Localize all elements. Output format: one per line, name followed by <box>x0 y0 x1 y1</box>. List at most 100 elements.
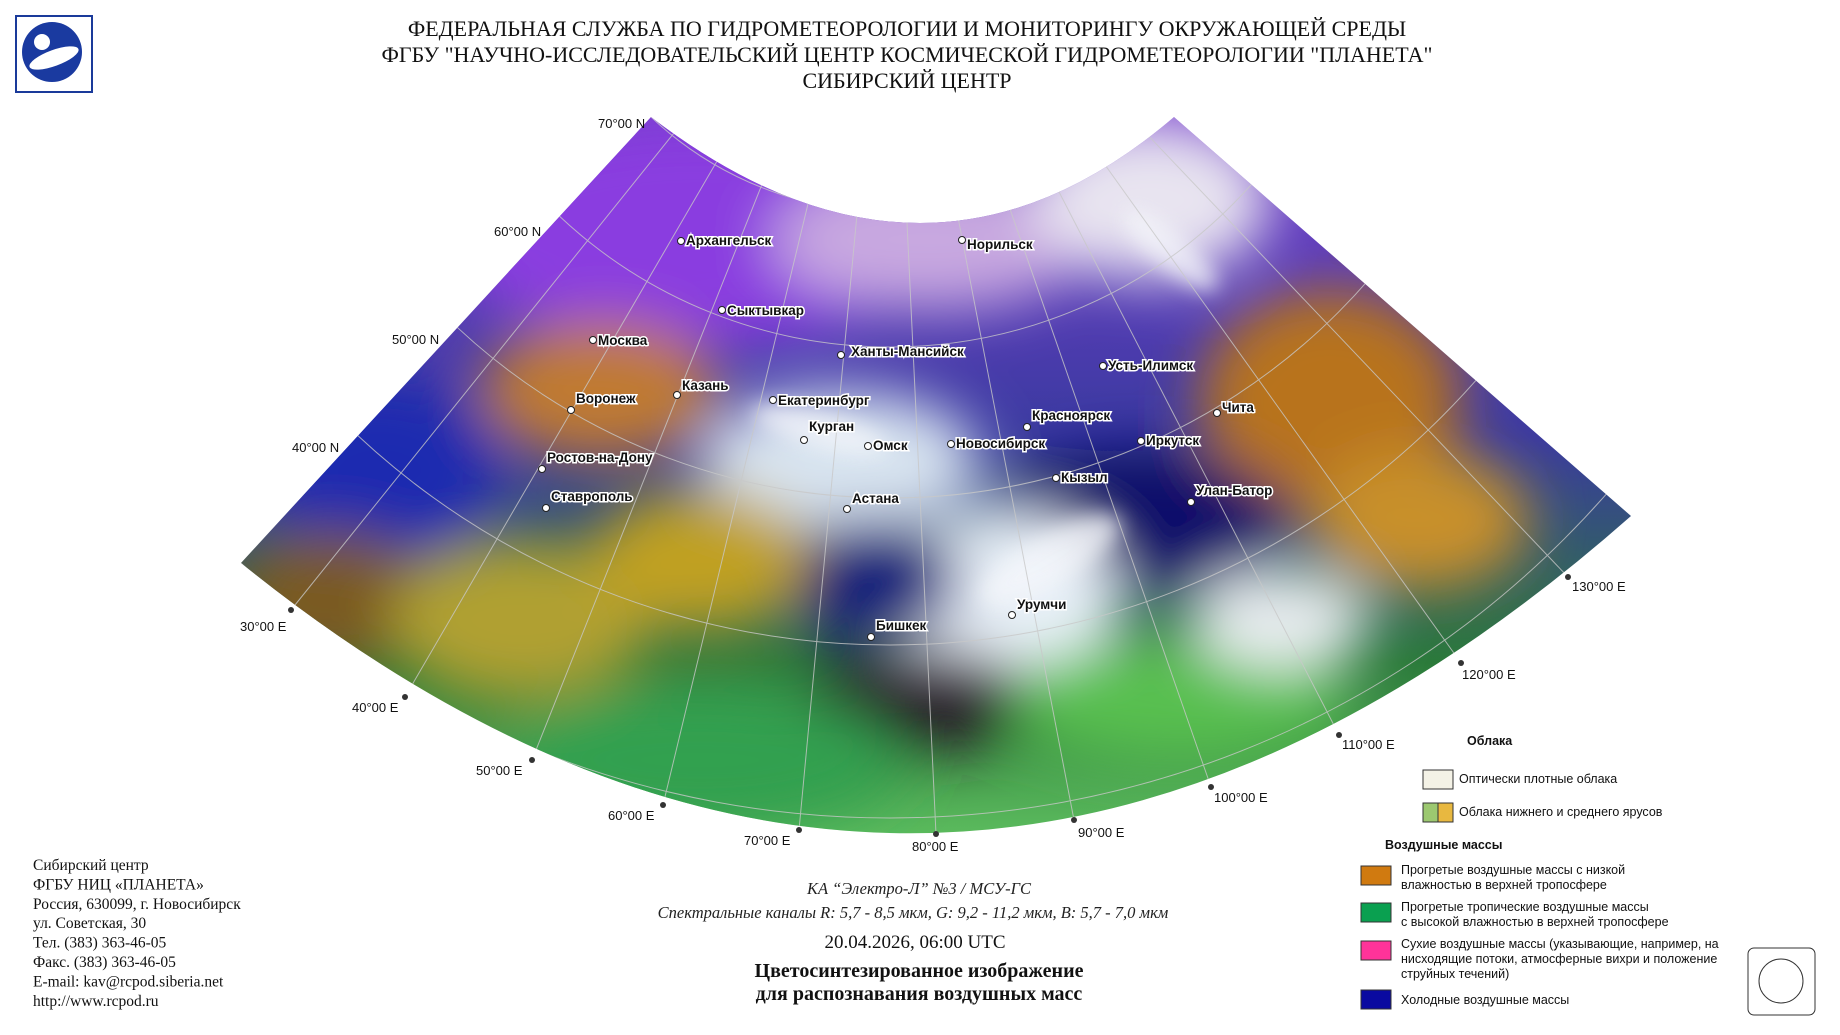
longitude-line <box>889 117 1075 821</box>
longitude-line <box>889 117 1569 578</box>
tick-dot <box>933 831 939 837</box>
satellite: КА “Электро-Л” №3 / МСУ-ГС <box>806 879 1032 898</box>
legend-label: струйных течений) <box>1401 967 1509 981</box>
legend-label: влажностью в верхней тропосфере <box>1401 878 1607 892</box>
footer: Сибирский центр ФГБУ НИЦ «ПЛАНЕТА» Россия,… <box>33 857 1169 1010</box>
tick-dot <box>529 757 535 763</box>
header-line: ФЕДЕРАЛЬНАЯ СЛУЖБА ПО ГИДРОМЕТЕОРОЛОГИИ … <box>408 16 1406 41</box>
city-label: Ставрополь <box>551 489 633 504</box>
city-label: Казань <box>682 378 729 393</box>
city-dot <box>1052 474 1060 482</box>
city-label: Омск <box>873 438 908 453</box>
datetime: 20.04.2026, 06:00 UTC <box>824 932 1005 953</box>
city-dot <box>542 504 550 512</box>
city-label: Курган <box>809 419 854 434</box>
longitude-line <box>889 117 1212 788</box>
legend-label: Холодные воздушные массы <box>1401 993 1569 1007</box>
address-line: Сибирский центр <box>33 857 149 874</box>
longitude-label: 110°00 E <box>1342 737 1395 752</box>
latitude-line <box>241 117 1631 646</box>
address-line: ул. Советская, 30 <box>33 915 146 932</box>
longitude-label: 40°00 E <box>352 700 399 715</box>
latitude-label: 40°00 N <box>292 440 339 455</box>
city-dot <box>538 465 546 473</box>
tick-dot <box>1458 660 1464 666</box>
city-label: Ханты-Мансийск <box>851 344 964 359</box>
city-dot <box>589 336 597 344</box>
city-dot <box>673 391 681 399</box>
tick-dot <box>796 827 802 833</box>
longitude-line <box>662 117 891 806</box>
city-dot <box>864 442 872 450</box>
address-line: http://www.rcpod.ru <box>33 993 159 1010</box>
longitude-line <box>531 117 891 761</box>
city-label: Екатеринбург <box>778 393 870 408</box>
tick-dot <box>660 802 666 808</box>
city-label: Архангельск <box>686 233 772 248</box>
latitude-line <box>255 117 1525 499</box>
tick-dot <box>1336 732 1342 738</box>
city-dot <box>800 436 808 444</box>
longitude-line <box>290 117 891 611</box>
city-label: Бишкек <box>876 618 927 633</box>
legend-heading: Воздушные массы <box>1385 838 1502 852</box>
legend-label: Облака нижнего и среднего ярусов <box>1459 805 1663 819</box>
city-dot <box>947 440 955 448</box>
tick-dot <box>1071 817 1077 823</box>
city-label: Норильск <box>967 237 1033 252</box>
city-dot <box>837 351 845 359</box>
city-label: Ростов-на-Дону <box>547 450 653 465</box>
city-label: Урумчи <box>1017 597 1066 612</box>
city-dot <box>1213 409 1221 417</box>
longitude-label: 80°00 E <box>912 839 959 854</box>
header-line: СИБИРСКИЙ ЦЕНТР <box>802 68 1011 93</box>
city-label: Чита <box>1222 400 1254 415</box>
legend-label: Сухие воздушные массы (указывающие, напр… <box>1401 937 1719 951</box>
city-label: Воронеж <box>576 391 636 406</box>
city-dot <box>843 505 851 513</box>
longitude-label: 30°00 E <box>240 619 287 634</box>
latitude-line <box>406 117 1374 348</box>
caption-title: Цветосинтезированное изображение <box>755 960 1084 982</box>
longitude-label: 70°00 E <box>744 833 791 848</box>
latitude-label: 50°00 N <box>392 332 439 347</box>
city-dot <box>567 406 575 414</box>
city-dot <box>718 306 726 314</box>
city-label: Усть-Илимск <box>1108 358 1193 373</box>
city-dot <box>958 236 966 244</box>
longitude-label: 120°00 E <box>1462 667 1516 682</box>
legend-label: нисходящие потоки, атмосферные вихри и п… <box>1401 952 1717 966</box>
logo <box>15 15 93 93</box>
city-dot <box>1008 611 1016 619</box>
city-dot <box>1137 437 1145 445</box>
city-label: Астана <box>852 491 899 506</box>
address-line: Тел. (383) 363-46-05 <box>33 935 167 952</box>
address-line: Россия, 630099, г. Новосибирск <box>33 896 241 913</box>
map-labels: 30°00 E 40°00 E 50°00 E 60°00 E 70°00 E 80°00… <box>240 116 1626 854</box>
legend-label: Прогретые тропичеcкие воздушные массы <box>1401 900 1649 914</box>
longitude-label: 60°00 E <box>608 808 655 823</box>
longitude-line <box>798 117 891 831</box>
legend-heading: Облака <box>1467 734 1513 748</box>
caption-title: для распознавания воздушных масс <box>756 983 1083 1005</box>
city-dot <box>769 396 777 404</box>
city-label: Красноярск <box>1032 408 1110 423</box>
legend-label: с высокой влажностью в верхней тропосфер… <box>1401 915 1669 929</box>
latitude-label: 60°00 N <box>494 224 541 239</box>
longitude-label: 50°00 E <box>476 763 523 778</box>
header-line: ФГБУ "НАУЧНО-ИССЛЕДОВАТЕЛЬСКИЙ ЦЕНТР КОС… <box>382 42 1433 67</box>
city-dot <box>1187 498 1195 506</box>
city-label: Москва <box>598 333 648 348</box>
address-line: E-mail: kav@rcpod.siberia.net <box>33 973 224 990</box>
longitude-line <box>889 117 1462 664</box>
city-label: Улан-Батор <box>1196 483 1272 498</box>
longitude-line <box>889 117 937 834</box>
city-label: Кызыл <box>1061 470 1108 485</box>
city-dot <box>677 237 685 245</box>
channels: Спектральные каналы R: 5,7 - 8,5 мкм, G:… <box>658 903 1169 922</box>
latitude-line <box>241 117 1631 819</box>
legend: Облака Оптически плотные облака Облака ниж… <box>1360 734 1719 1010</box>
city-dot <box>867 633 875 641</box>
